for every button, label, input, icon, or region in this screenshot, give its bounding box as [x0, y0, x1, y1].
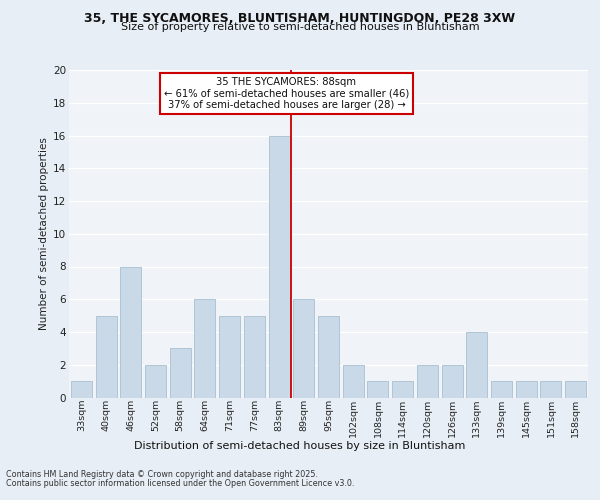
Text: 35, THE SYCAMORES, BLUNTISHAM, HUNTINGDON, PE28 3XW: 35, THE SYCAMORES, BLUNTISHAM, HUNTINGDO…: [85, 12, 515, 24]
Bar: [244, 316, 265, 398]
Bar: [466, 332, 487, 398]
Bar: [516, 381, 537, 398]
Bar: [565, 381, 586, 398]
Bar: [442, 365, 463, 398]
Bar: [120, 266, 141, 398]
Bar: [293, 299, 314, 398]
Bar: [95, 316, 116, 398]
Text: Distribution of semi-detached houses by size in Bluntisham: Distribution of semi-detached houses by …: [134, 441, 466, 451]
Text: Size of property relative to semi-detached houses in Bluntisham: Size of property relative to semi-detach…: [121, 22, 479, 32]
Bar: [269, 136, 290, 398]
Bar: [194, 299, 215, 398]
Bar: [145, 365, 166, 398]
Bar: [343, 365, 364, 398]
Text: Contains public sector information licensed under the Open Government Licence v3: Contains public sector information licen…: [6, 479, 355, 488]
Bar: [219, 316, 240, 398]
Bar: [71, 381, 92, 398]
Text: 35 THE SYCAMORES: 88sqm
← 61% of semi-detached houses are smaller (46)
37% of se: 35 THE SYCAMORES: 88sqm ← 61% of semi-de…: [164, 76, 409, 110]
Text: Contains HM Land Registry data © Crown copyright and database right 2025.: Contains HM Land Registry data © Crown c…: [6, 470, 318, 479]
Bar: [170, 348, 191, 398]
Bar: [491, 381, 512, 398]
Bar: [417, 365, 438, 398]
Bar: [367, 381, 388, 398]
Bar: [541, 381, 562, 398]
Bar: [392, 381, 413, 398]
Y-axis label: Number of semi-detached properties: Number of semi-detached properties: [39, 138, 49, 330]
Bar: [318, 316, 339, 398]
